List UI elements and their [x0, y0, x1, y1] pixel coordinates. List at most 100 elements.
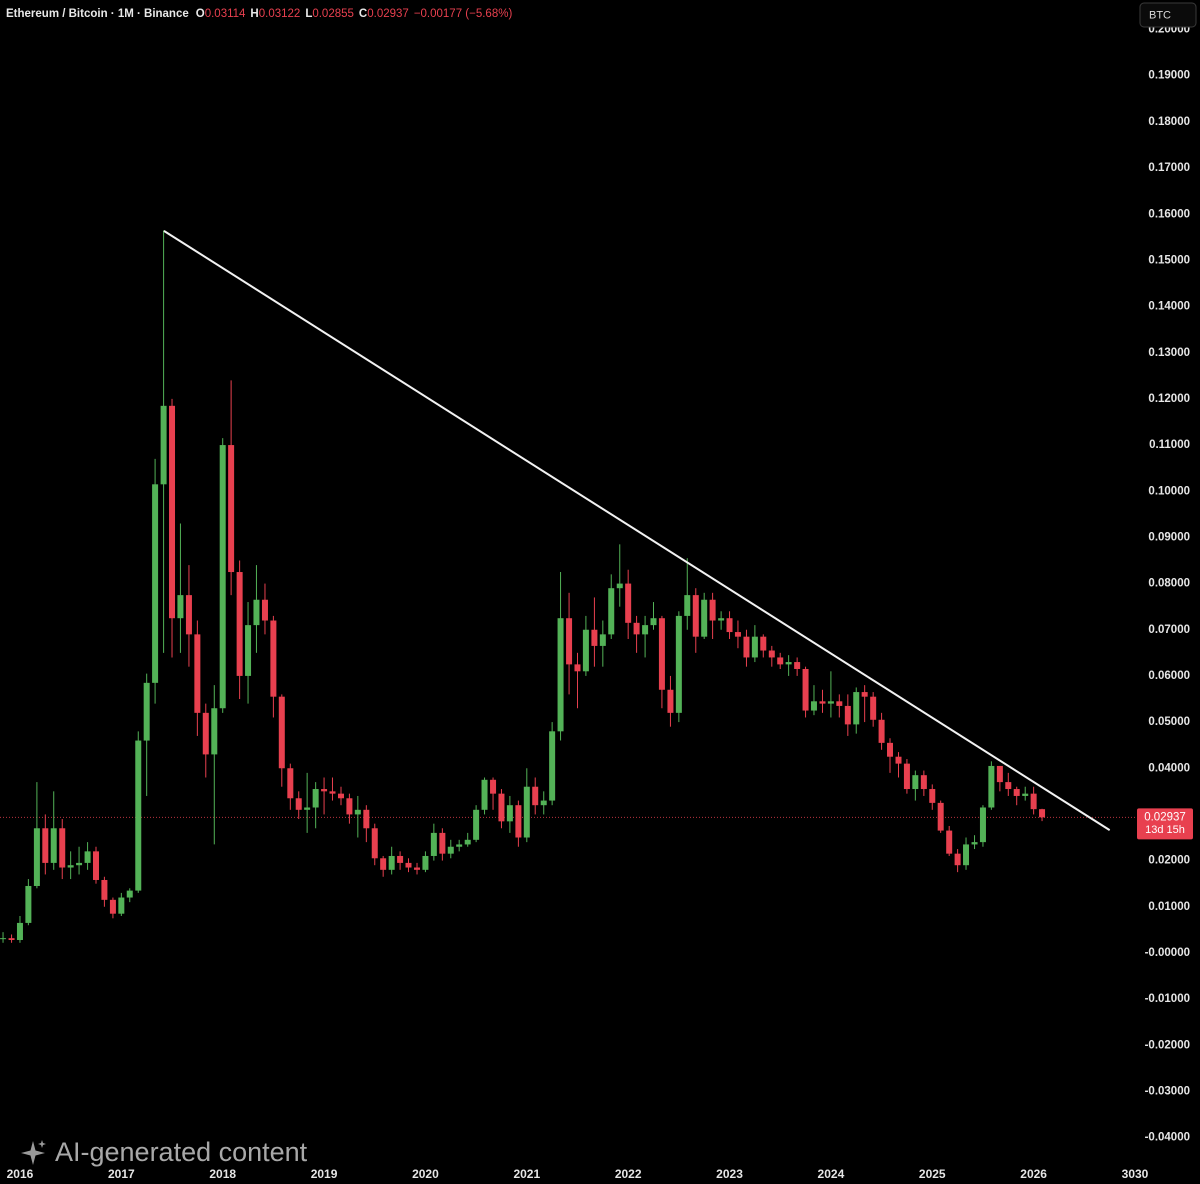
candle-body [946, 830, 953, 854]
y-tick-label: -0.04000 [1145, 1132, 1190, 1144]
change: −0.00177 (−5.68%) [414, 8, 513, 20]
y-tick-label: 0.19000 [1148, 70, 1190, 82]
candle-body [388, 855, 395, 870]
plot-area [0, 230, 1135, 943]
candle-body [245, 625, 252, 676]
candle-body [16, 922, 23, 941]
candle-body [211, 708, 218, 755]
candle-body [481, 779, 488, 810]
candle-body [321, 789, 328, 792]
candle-body [650, 618, 657, 626]
y-tick-label: 0.08000 [1148, 578, 1190, 590]
price-tag-countdown: 13d 15h [1145, 824, 1185, 836]
y-tick-label: 0.01000 [1148, 901, 1190, 913]
y-tick-label: 0.13000 [1148, 347, 1190, 359]
candle-body [954, 853, 961, 866]
candle-body [194, 634, 201, 713]
candle-body [506, 805, 513, 822]
ohlc-value: 0.03114 [205, 8, 246, 20]
candle-body [1039, 809, 1046, 818]
y-tick-label: 0.18000 [1148, 116, 1190, 128]
candle-body [996, 765, 1003, 783]
candle-body [566, 618, 573, 665]
candle-body [236, 572, 243, 676]
candle-body [464, 839, 471, 845]
candle-body [143, 682, 150, 741]
candle-body [523, 786, 530, 838]
ohlc-label: C [359, 8, 367, 20]
candle-body [185, 595, 192, 635]
currency-button[interactable]: BTC [1139, 2, 1197, 28]
ohlc-value: 0.02937 [367, 8, 409, 20]
candle-body [633, 622, 640, 635]
candle-body [625, 583, 632, 623]
candle-body [886, 742, 893, 757]
candle-body [354, 809, 361, 815]
candle-body [658, 618, 665, 690]
candle-body [971, 842, 978, 845]
candle-body [109, 899, 116, 914]
y-tick-label: 0.09000 [1148, 531, 1190, 543]
y-tick-label: -0.03000 [1145, 1085, 1190, 1097]
candle-body [371, 828, 378, 859]
candle-body [802, 668, 809, 711]
y-tick-label: 0.17000 [1148, 162, 1190, 174]
candle-body [135, 740, 142, 891]
candle-body [734, 632, 741, 637]
candle-body [1013, 789, 1020, 796]
candle-body [608, 588, 615, 635]
candle-body [701, 599, 708, 637]
candle-body [363, 809, 370, 829]
candle-body [202, 712, 209, 755]
candle-body [616, 583, 623, 589]
y-tick-label: -0.01000 [1145, 993, 1190, 1005]
candle-body [92, 851, 99, 880]
candle-body [853, 692, 860, 725]
candle-body [718, 618, 725, 621]
candle-body [219, 445, 226, 709]
price-tag [1137, 808, 1193, 840]
sparkle-icon [21, 1141, 45, 1165]
candle-body [937, 802, 944, 831]
candle-body [490, 779, 497, 794]
button-label[interactable]: BTC [1149, 9, 1171, 21]
candle-body [726, 618, 733, 633]
candle-body [582, 629, 589, 672]
ohlc-label: L [305, 8, 312, 20]
candle-body [337, 793, 344, 799]
button-frame[interactable] [1139, 2, 1197, 28]
sparkle-icon-small [38, 1140, 46, 1148]
candle-body [870, 696, 877, 720]
candle-body [827, 701, 834, 704]
candle-body [380, 858, 387, 870]
y-tick-label: 0.07000 [1148, 624, 1190, 636]
y-tick-label: 0.15000 [1148, 254, 1190, 266]
candle-body [84, 851, 91, 863]
candle-body [768, 650, 775, 658]
x-tick-label: 2025 [919, 1167, 946, 1181]
candle-body [414, 867, 421, 870]
candle-body [963, 844, 970, 866]
x-tick-label: 2020 [412, 1167, 439, 1181]
candle-body [929, 789, 936, 803]
x-tick-label: 2017 [108, 1167, 135, 1181]
y-tick-label: 0.06000 [1148, 670, 1190, 682]
candle-body [760, 636, 767, 651]
ohlc-value: 0.02855 [312, 8, 354, 20]
candle-body [169, 405, 176, 619]
candle-body [1030, 793, 1037, 810]
ohlc-label: O [196, 8, 205, 20]
candle-body [295, 798, 302, 810]
candle-body [667, 689, 674, 713]
candle-body [270, 620, 277, 697]
watermark: AI-generated content [21, 1137, 308, 1167]
candle-body [751, 636, 758, 658]
candle-body [126, 890, 133, 898]
candle-body [540, 800, 547, 806]
candle-body [895, 756, 902, 764]
y-tick-label: 0.16000 [1148, 208, 1190, 220]
candle-body [642, 625, 649, 635]
candle-body [101, 879, 108, 900]
